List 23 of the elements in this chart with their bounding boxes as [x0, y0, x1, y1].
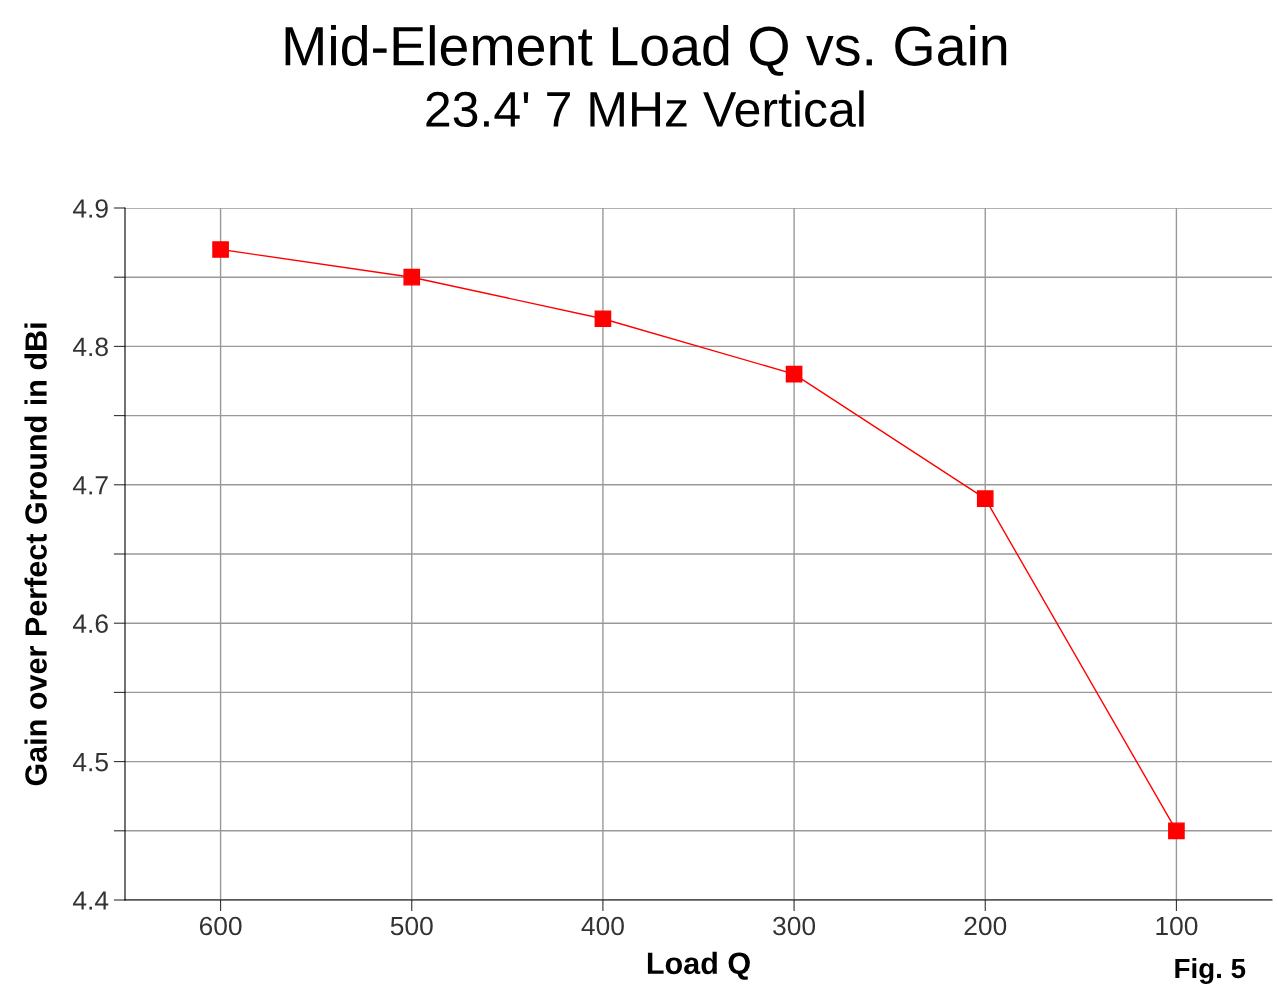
caption: Fig. 5 — [1175, 957, 1246, 984]
point — [594, 310, 612, 328]
x-axis-title: Load Q — [647, 951, 750, 980]
x-tick-label: 300 — [773, 916, 816, 936]
point — [212, 241, 229, 258]
x-tick-label: 100 — [1156, 916, 1198, 936]
x-tick-label: 600 — [199, 916, 242, 936]
chart-title: Mid-Element Load Q vs. Gain — [285, 25, 1007, 76]
y-tick-label: 4.8 — [72, 337, 108, 357]
y-tick-label: 4.6 — [72, 614, 108, 634]
point — [403, 268, 421, 286]
y-tick-label: 4.4 — [72, 891, 109, 910]
y-axis-title: Gain over Perfect Ground in dBi — [24, 323, 47, 786]
point — [785, 365, 803, 383]
point — [1168, 822, 1185, 840]
point — [976, 490, 994, 507]
y-tick-label: 4.5 — [72, 753, 108, 772]
x-tick-label: 400 — [581, 916, 624, 936]
x-tick-label: 200 — [964, 916, 1007, 936]
y-tick-label: 4.7 — [72, 476, 108, 495]
chart-subtitle: 23.4' 7 MHz Vertical — [426, 90, 864, 128]
x-tick-label: 500 — [390, 916, 433, 936]
y-tick-label: 4.9 — [72, 199, 108, 218]
